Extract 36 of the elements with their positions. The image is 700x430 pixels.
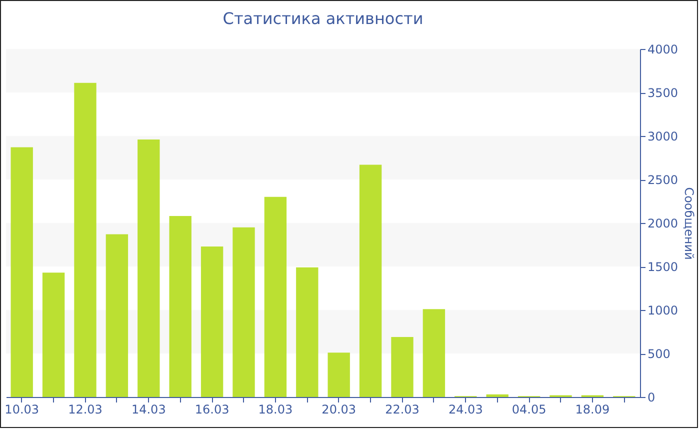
bar — [200, 246, 224, 397]
x-tick-label: 22.03 — [385, 402, 420, 416]
bar — [328, 352, 350, 397]
bar — [296, 267, 318, 397]
chart-title: Статистика активности — [222, 9, 424, 28]
y-tick-label: 0 — [648, 390, 656, 404]
y-tick-label: 500 — [648, 347, 670, 361]
y-tick-label: 1000 — [648, 304, 678, 318]
bar — [138, 139, 160, 397]
bar — [106, 234, 128, 397]
x-tick-label: 12.03 — [68, 402, 102, 416]
bar — [232, 227, 255, 397]
x-tick-label: 18.03 — [258, 402, 293, 416]
bar — [422, 309, 446, 397]
y-tick-label: 2500 — [648, 173, 678, 187]
x-tick-label: 24.03 — [448, 402, 483, 416]
x-tick-label: 14.03 — [131, 402, 166, 416]
bar — [391, 336, 414, 397]
x-tick-label: 18.09 — [575, 402, 610, 416]
bar — [359, 164, 382, 397]
x-tick-label: 20.03 — [322, 402, 356, 416]
bar — [169, 216, 192, 397]
bar — [10, 147, 33, 397]
y-axis-title: Сообщений — [682, 187, 696, 260]
bar — [74, 82, 96, 397]
x-tick-label: 16.03 — [194, 402, 230, 416]
bar — [264, 196, 287, 397]
x-tick-label: 04.05 — [512, 402, 546, 416]
y-tick-label: 3000 — [648, 130, 678, 144]
x-tick-label: 10.03 — [4, 402, 40, 416]
y-tick-label: 4000 — [648, 42, 678, 56]
y-tick-label: 1500 — [648, 260, 678, 274]
y-tick-label: 3500 — [648, 86, 678, 100]
y-tick-label: 2000 — [648, 216, 678, 230]
bar — [486, 394, 508, 397]
bar — [42, 272, 65, 397]
